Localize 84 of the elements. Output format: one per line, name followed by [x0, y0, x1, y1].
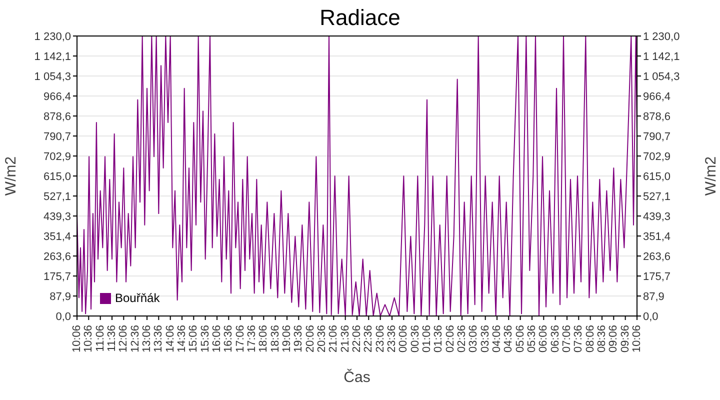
x-tick-label: 05:06: [514, 325, 526, 353]
y2-tick-label: 790,7: [643, 130, 671, 143]
x-tick-label: 13:36: [152, 325, 165, 353]
y2-tick-label: 615,0: [643, 170, 671, 183]
x-tick-label: 09:36: [619, 325, 632, 353]
x-tick-label: 11:36: [106, 325, 118, 352]
x-tick-label: 01:06: [421, 325, 433, 353]
y2-tick-label: 702,9: [643, 150, 671, 163]
y2-tick-label: 0,0: [643, 310, 658, 323]
y-tick-label: 702,9: [43, 150, 71, 163]
x-tick-label: 10:36: [82, 325, 95, 353]
y-tick-label: 263,6: [43, 250, 71, 263]
x-tick-label: 02:36: [456, 325, 468, 353]
x-tick-label: 14:06: [164, 325, 176, 353]
chart-title: Radiace: [318, 5, 402, 31]
y2-tick-label: 1 054,3: [643, 70, 680, 83]
y-tick-label: 790,7: [43, 130, 71, 143]
x-tick-label: 23:36: [386, 325, 398, 353]
y-tick-label: 1 142,1: [34, 50, 71, 63]
y-tick-label: 966,4: [43, 90, 71, 103]
y2-tick-label: 527,1: [643, 190, 671, 203]
x-tick-label: 21:06: [328, 325, 340, 353]
y2-tick-label: 175,7: [643, 270, 671, 283]
x-tick-label: 04:36: [502, 325, 515, 353]
x-tick-label: 20:36: [316, 325, 328, 353]
x-tick-label: 20:06: [304, 325, 316, 353]
x-tick-label: 03:36: [479, 325, 492, 353]
x-tick-label: 08:06: [584, 325, 596, 353]
y-tick-label: 439,3: [43, 210, 71, 223]
y-tick-label: 615,0: [43, 170, 71, 183]
x-tick-label: 01:36: [432, 325, 445, 353]
y-tick-label: 351,4: [43, 230, 71, 243]
x-tick-label: 02:06: [444, 325, 456, 353]
x-tick-label: 10:06: [631, 325, 643, 353]
x-tick-label: 21:36: [339, 325, 352, 353]
y-axis-title: W/m2: [2, 156, 20, 196]
x-tick-label: 23:06: [374, 325, 386, 353]
x-tick-label: 19:06: [281, 325, 293, 353]
x-tick-label: 12:06: [118, 325, 130, 353]
x-tick-label: 04:06: [491, 325, 503, 353]
y2-tick-label: 878,6: [643, 110, 671, 123]
x-tick-label: 03:06: [468, 325, 480, 353]
x-tick-label: 08:36: [596, 325, 608, 353]
x-tick-label: 09:06: [608, 325, 620, 353]
x-tick-label: 12:36: [129, 325, 142, 353]
y-tick-label: 527,1: [43, 190, 71, 203]
y2-tick-label: 1 142,1: [643, 50, 680, 63]
x-tick-label: 00:36: [409, 325, 422, 353]
legend-label: Bouřňák: [115, 291, 160, 305]
x-tick-label: 17:06: [234, 325, 246, 353]
x-tick-label: 15:36: [199, 325, 212, 353]
y2-tick-label: 1 230,0: [643, 30, 680, 43]
y2-axis-title: W/m2: [702, 156, 720, 196]
x-axis-title: Čas: [344, 368, 370, 386]
y-tick-label: 0,0: [56, 310, 71, 323]
y2-tick-label: 87,9: [643, 290, 664, 303]
x-tick-label: 00:06: [398, 325, 410, 353]
y2-tick-label: 351,4: [643, 230, 671, 243]
x-tick-label: 11:06: [94, 325, 106, 352]
y-tick-label: 878,6: [43, 110, 71, 123]
x-tick-label: 18:36: [269, 325, 282, 353]
x-tick-label: 10:06: [71, 325, 83, 353]
y-tick-label: 1 054,3: [34, 70, 71, 83]
y-tick-label: 175,7: [43, 270, 71, 283]
x-tick-label: 07:36: [572, 325, 585, 353]
x-tick-label: 06:36: [549, 325, 562, 353]
x-tick-label: 16:06: [211, 325, 223, 353]
x-tick-label: 22:06: [351, 325, 363, 353]
x-tick-label: 16:36: [222, 325, 235, 353]
y-tick-label: 87,9: [50, 290, 71, 303]
x-tick-label: 14:36: [176, 325, 188, 353]
y2-tick-label: 439,3: [643, 210, 671, 223]
x-tick-label: 19:36: [292, 325, 305, 353]
y2-tick-label: 263,6: [643, 250, 671, 263]
x-tick-label: 13:06: [141, 325, 153, 353]
x-tick-label: 22:36: [362, 325, 375, 353]
x-tick-label: 17:36: [246, 325, 258, 353]
x-tick-label: 05:36: [526, 325, 538, 353]
x-tick-label: 06:06: [538, 325, 550, 353]
x-tick-label: 07:06: [561, 325, 573, 353]
y-tick-label: 1 230,0: [34, 30, 71, 43]
x-tick-label: 18:06: [258, 325, 270, 353]
x-tick-label: 15:06: [188, 325, 200, 353]
y2-tick-label: 966,4: [643, 90, 671, 103]
